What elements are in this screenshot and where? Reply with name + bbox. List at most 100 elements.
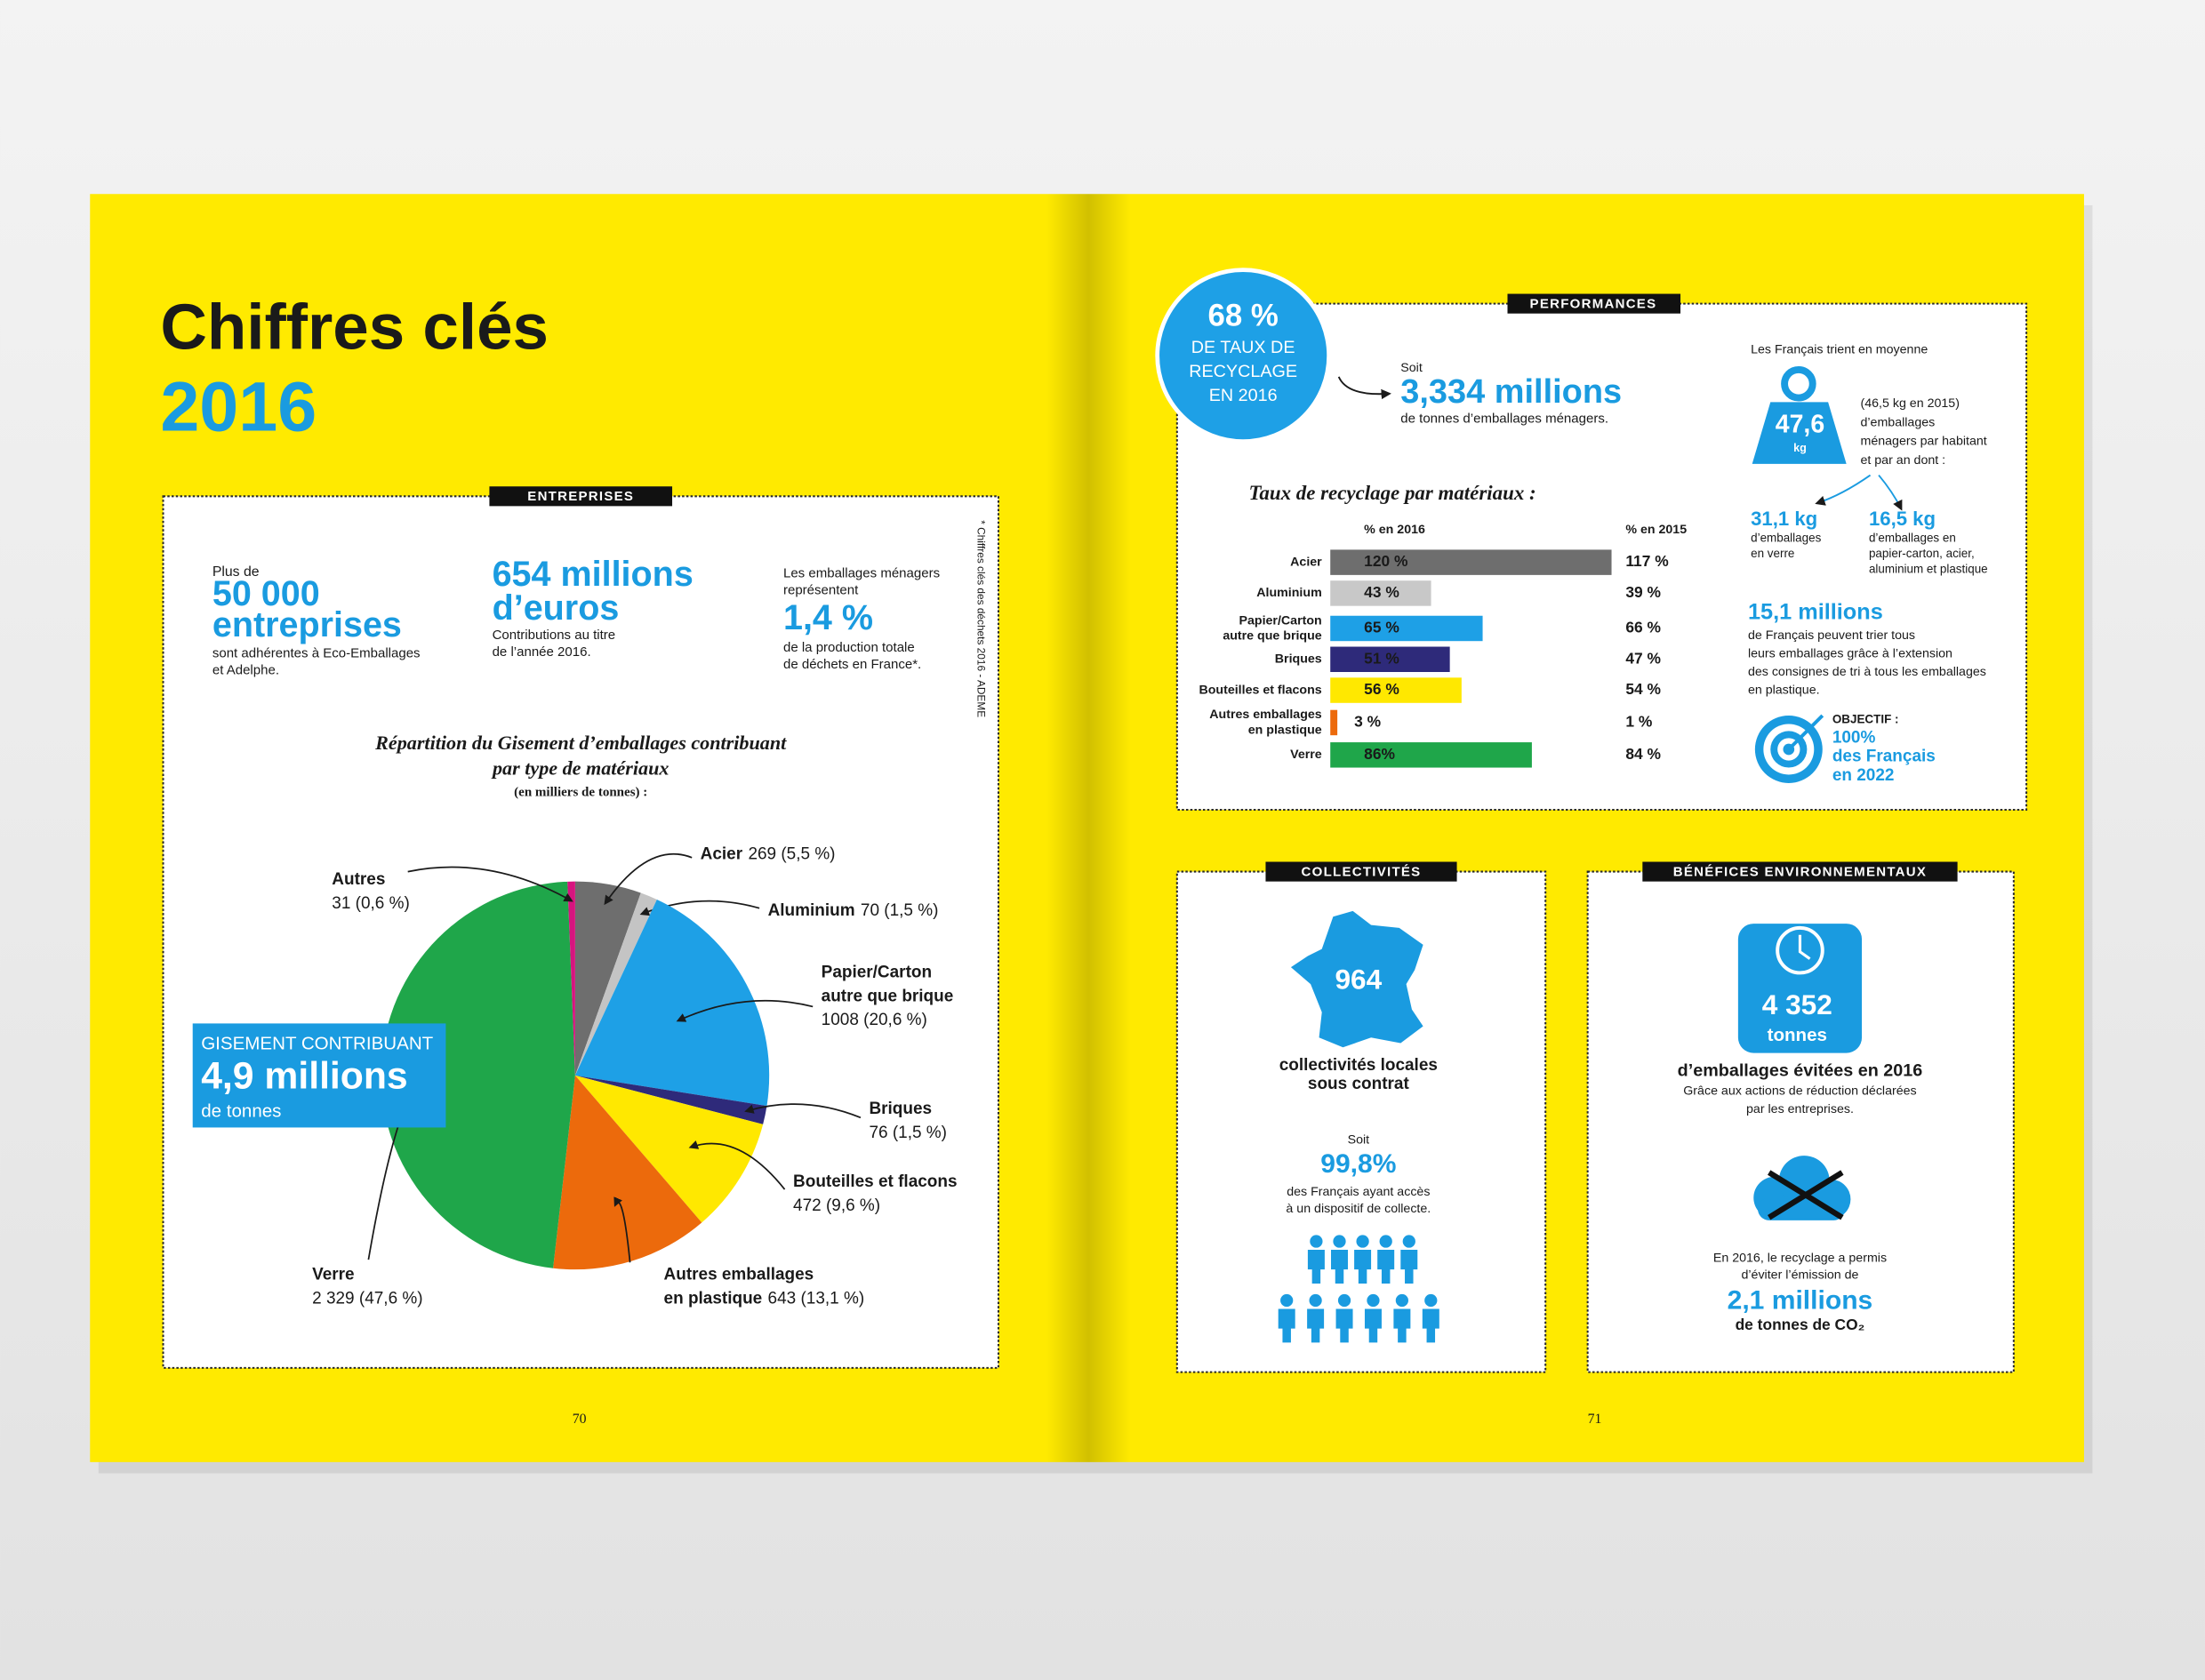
person-body xyxy=(1364,1308,1382,1343)
stat-unit: entreprises xyxy=(212,605,402,644)
tonnage-text: de tonnes d’emballages ménagers. xyxy=(1400,411,1608,426)
share-text: des Français ayant accès à un dispositif … xyxy=(1286,1185,1431,1216)
pie-slice xyxy=(574,1075,767,1124)
stat-pre: Les emballages ménagers représentent xyxy=(783,565,940,597)
collectivites-value: 964 xyxy=(1335,963,1382,995)
co2-unit: de tonnes de CO₂ xyxy=(1736,1316,1865,1333)
arrow xyxy=(688,1140,786,1190)
trient: Les Français trient en moyenne xyxy=(1751,343,1928,357)
arrow xyxy=(1815,474,1872,506)
bar-value-label: 56 % xyxy=(1364,680,1399,698)
arrow xyxy=(1337,376,1391,400)
stat-text: Contributions au titre de l’année 2016. xyxy=(493,628,616,660)
pie-label: Acier xyxy=(701,845,743,864)
bar-category: Aluminium xyxy=(1256,586,1321,600)
arrow xyxy=(676,999,814,1022)
pie-slice xyxy=(574,892,657,1076)
tonnage: 3,334 millions xyxy=(1400,373,1622,411)
year: 2016 xyxy=(160,366,317,445)
pie-value-label: 31 (0,6 %) xyxy=(332,894,410,913)
bar xyxy=(1330,677,1462,703)
bar-value-label: 51 % xyxy=(1364,649,1399,667)
co2-text: En 2016, le recyclage a permis d’éviter l… xyxy=(1713,1251,1887,1282)
autres-text: d’emballages en papier-carton, acier, alum… xyxy=(1869,531,1988,575)
pie-chart: Acier 269 (5,5 %) Aluminium 70 (1,5 %) Papie… xyxy=(312,845,957,1308)
weight-unit: kg xyxy=(1793,442,1807,454)
pie-value-label: 1008 (20,6 %) xyxy=(822,1011,927,1029)
weight-icon xyxy=(1752,402,1847,464)
bar-title: Taux de recyclage par matériaux : xyxy=(1248,482,1535,504)
soit: Soit xyxy=(1348,1132,1370,1147)
arrow xyxy=(744,1103,862,1119)
stat-text: sont adhérentes à Eco-Emballages et Adelp… xyxy=(212,645,421,677)
weight-value: 47,6 xyxy=(1776,411,1824,439)
stat-value: 654 millions xyxy=(493,555,694,594)
previous-value-label: 84 % xyxy=(1625,745,1661,763)
bar-value-label: 65 % xyxy=(1364,619,1399,636)
bar-value-label: 120 % xyxy=(1364,552,1407,570)
previous-value-label: 47 % xyxy=(1625,649,1661,667)
bar-category: Acier xyxy=(1290,555,1322,569)
pie-value-label: 643 (13,1 %) xyxy=(768,1289,865,1308)
france-map xyxy=(1290,910,1423,1048)
pie-value-label: 472 (9,6 %) xyxy=(793,1196,880,1215)
tab-label: BÉNÉFICES ENVIRONNEMENTAUX xyxy=(1673,864,1927,879)
stat-value: 1,4 % xyxy=(783,598,873,637)
previous-value-label: 54 % xyxy=(1625,680,1661,698)
badge-value: 68 % xyxy=(1208,300,1279,333)
person-head xyxy=(1310,1235,1323,1248)
pie-label: Briques xyxy=(869,1100,932,1118)
pie-slice xyxy=(574,1075,764,1223)
callout-value: 4,9 millions xyxy=(201,1054,408,1097)
previous-value-label: 39 % xyxy=(1625,583,1661,601)
person-head xyxy=(1424,1293,1438,1308)
bar-category: Verre xyxy=(1290,748,1322,762)
pie-value-label: 269 (5,5 %) xyxy=(748,845,835,864)
bar-category: Briques xyxy=(1275,652,1322,667)
verre-value: 31,1 kg xyxy=(1751,508,1817,530)
pie-title: Répartition du Gisement d’emballages con… xyxy=(374,732,787,779)
person-head xyxy=(1333,1235,1346,1248)
arrow xyxy=(1878,474,1903,511)
bar xyxy=(1330,646,1450,672)
pie-label: Bouteilles et flacons xyxy=(793,1172,957,1191)
pie-label: Papier/Carton autre que brique xyxy=(822,963,954,1005)
extension-text: de Français peuvent trier tous leurs emba… xyxy=(1748,628,1986,698)
page-number: 70 xyxy=(573,1412,587,1427)
bar xyxy=(1330,549,1612,575)
co2-value: 2,1 millions xyxy=(1728,1285,1873,1315)
arrow xyxy=(613,1196,631,1263)
scale-icon xyxy=(1737,924,1863,1053)
pie-label: Aluminium xyxy=(768,901,855,920)
stat-text: de la production totale de déchets en Fra… xyxy=(783,640,921,672)
person-body xyxy=(1422,1308,1439,1343)
bar-category: Bouteilles et flacons xyxy=(1199,683,1321,697)
weight-text: (46,5 kg en 2015) d’emballages ménagers pa… xyxy=(1860,396,1986,468)
previous-value-label: 117 % xyxy=(1625,552,1668,570)
pie-slice xyxy=(381,881,575,1268)
bar-category: Papier/Carton autre que brique xyxy=(1223,613,1321,643)
pie-subtitle: (en milliers de tonnes) : xyxy=(514,785,647,799)
autres-value: 16,5 kg xyxy=(1869,508,1936,530)
bar xyxy=(1330,615,1483,642)
person-body xyxy=(1400,1250,1418,1284)
pie-label: Autres emballages en plastique xyxy=(664,1266,814,1308)
soit: Soit xyxy=(1400,361,1423,375)
callout-box xyxy=(192,1023,446,1128)
benefices-unit: tonnes xyxy=(1768,1025,1827,1045)
person-head xyxy=(1337,1293,1351,1308)
stat-pre: Plus de xyxy=(212,564,260,580)
bar-chart: % en 2016 % en 2015 Acier 120 % 117 % Alumini… xyxy=(1199,523,1687,768)
person-head xyxy=(1309,1293,1322,1308)
pie-value-label: 70 (1,5 %) xyxy=(861,901,939,920)
benefices-text: Grâce aux actions de réduction déclarées… xyxy=(1683,1084,1916,1116)
verre-text: d’emballages en verre xyxy=(1751,531,1821,559)
person-head xyxy=(1367,1293,1380,1308)
callout-pre: GISEMENT CONTRIBUANT xyxy=(201,1034,433,1054)
arrow xyxy=(604,853,693,906)
person-body xyxy=(1331,1250,1348,1284)
title: Chiffres clés xyxy=(160,291,549,363)
source-note: * Chiffres clés des déchets 2016 - ADEME xyxy=(974,520,987,717)
person-head xyxy=(1356,1235,1369,1248)
